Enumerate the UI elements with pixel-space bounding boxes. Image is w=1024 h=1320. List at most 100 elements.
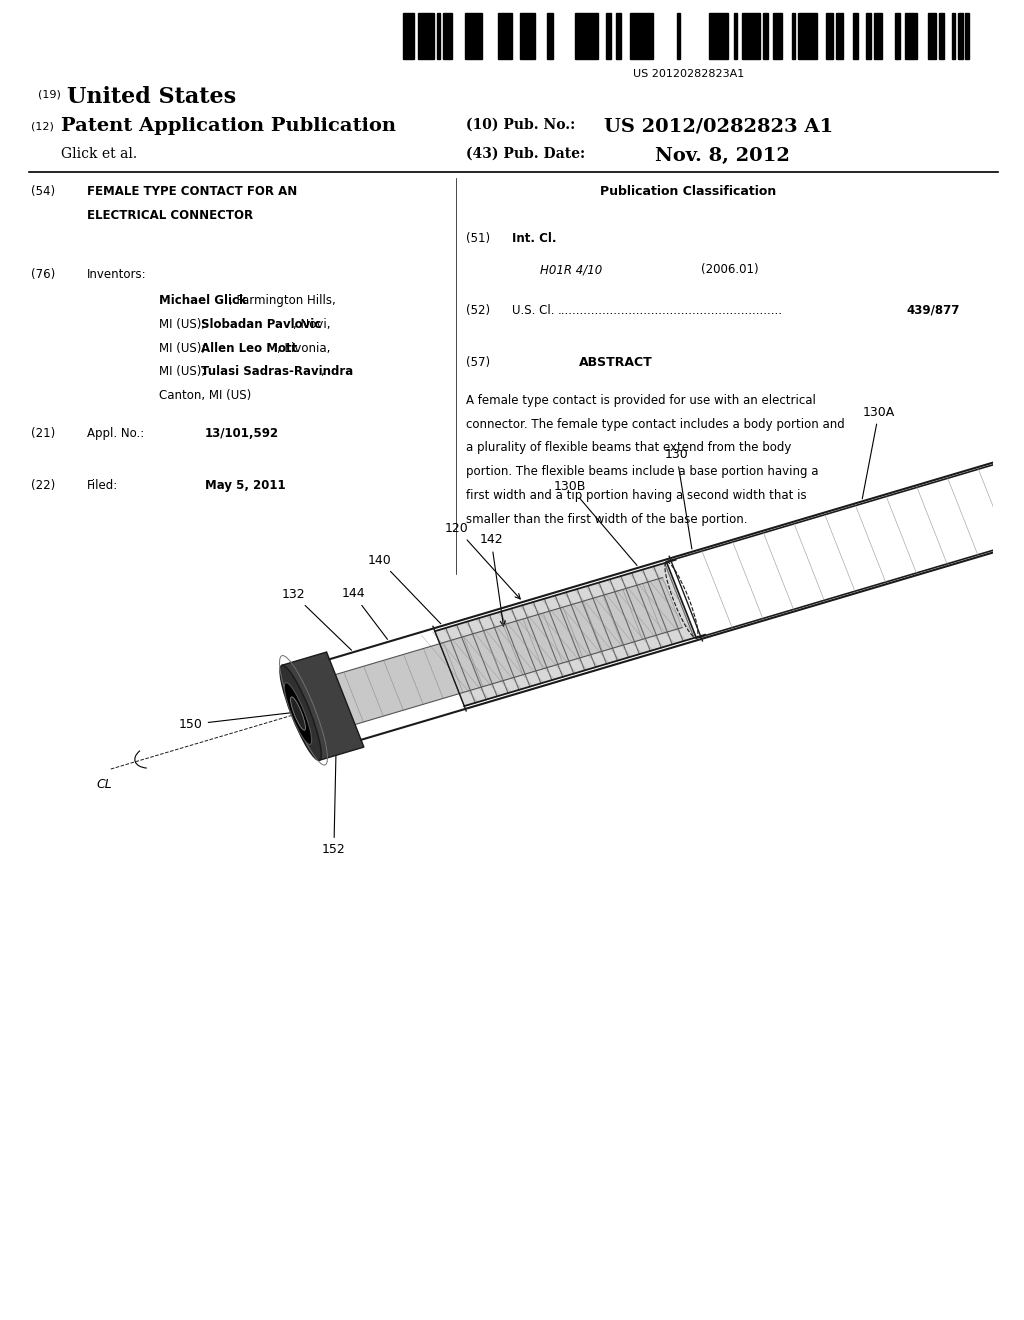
Bar <box>865 13 870 59</box>
Bar <box>635 13 640 59</box>
Text: first width and a tip portion having a second width that is: first width and a tip portion having a s… <box>466 488 807 502</box>
Text: A female type contact is provided for use with an electrical: A female type contact is provided for us… <box>466 393 816 407</box>
Text: 439/877: 439/877 <box>906 304 959 317</box>
Text: , Novi,: , Novi, <box>293 318 331 331</box>
Text: US 20120282823A1: US 20120282823A1 <box>633 69 743 79</box>
Bar <box>443 13 452 59</box>
Text: ,: , <box>321 366 325 379</box>
Bar <box>895 13 900 59</box>
Bar <box>836 13 839 59</box>
Text: portion. The flexible beams include a base portion having a: portion. The flexible beams include a ba… <box>466 465 818 478</box>
Text: (19): (19) <box>38 90 60 100</box>
Bar <box>741 13 746 59</box>
Bar <box>734 13 737 59</box>
Text: H01R 4/10: H01R 4/10 <box>540 263 602 276</box>
Text: 144: 144 <box>341 587 387 639</box>
Bar <box>677 13 680 59</box>
Bar <box>426 13 434 59</box>
Text: Inventors:: Inventors: <box>87 268 146 281</box>
Text: Publication Classification: Publication Classification <box>600 185 776 198</box>
Polygon shape <box>282 652 364 760</box>
Text: 130A: 130A <box>862 405 895 499</box>
Text: FEMALE TYPE CONTACT FOR AN: FEMALE TYPE CONTACT FOR AN <box>87 185 297 198</box>
Text: U.S. Cl.: U.S. Cl. <box>512 304 555 317</box>
Text: Filed:: Filed: <box>87 479 119 492</box>
Bar <box>648 13 653 59</box>
Text: (2006.01): (2006.01) <box>701 263 759 276</box>
Text: United States: United States <box>67 86 236 108</box>
Bar <box>412 13 415 59</box>
Polygon shape <box>435 560 705 706</box>
Bar <box>952 13 954 59</box>
Text: May 5, 2011: May 5, 2011 <box>205 479 286 492</box>
Text: (22): (22) <box>31 479 55 492</box>
Text: 13/101,592: 13/101,592 <box>205 428 279 440</box>
Bar <box>909 13 912 59</box>
Bar <box>912 13 918 59</box>
Bar <box>547 13 550 59</box>
Bar <box>465 13 473 59</box>
Text: ABSTRACT: ABSTRACT <box>579 356 652 368</box>
Text: (21): (21) <box>31 428 55 440</box>
Bar <box>582 13 590 59</box>
Bar <box>574 13 578 59</box>
Bar <box>606 13 611 59</box>
Text: 140: 140 <box>368 553 440 624</box>
Bar <box>746 13 752 59</box>
Bar <box>418 13 426 59</box>
Polygon shape <box>324 578 682 727</box>
Bar <box>578 13 582 59</box>
Text: Allen Leo Mott: Allen Leo Mott <box>201 342 297 355</box>
Text: Patent Application Publication: Patent Application Publication <box>61 117 396 136</box>
Bar <box>712 13 715 59</box>
Text: CL: CL <box>96 779 113 791</box>
Text: a plurality of flexible beams that extend from the body: a plurality of flexible beams that exten… <box>466 441 792 454</box>
Bar <box>853 13 858 59</box>
Bar <box>966 13 969 59</box>
Text: MI (US);: MI (US); <box>159 342 209 355</box>
Bar <box>799 13 801 59</box>
Text: US 2012/0282823 A1: US 2012/0282823 A1 <box>604 117 834 136</box>
Bar <box>618 13 622 59</box>
Bar <box>473 13 481 59</box>
Bar <box>904 13 909 59</box>
Bar <box>590 13 598 59</box>
Text: 130: 130 <box>665 449 692 549</box>
Text: (54): (54) <box>31 185 55 198</box>
Text: 120: 120 <box>445 521 520 599</box>
Text: 152: 152 <box>322 750 346 855</box>
Ellipse shape <box>285 682 311 744</box>
Bar <box>616 13 618 59</box>
Bar <box>957 13 963 59</box>
Ellipse shape <box>994 463 1024 540</box>
Bar <box>825 13 828 59</box>
Text: (57): (57) <box>466 356 490 368</box>
Text: Tulasi Sadras-Ravindra: Tulasi Sadras-Ravindra <box>201 366 353 379</box>
Text: Michael Glick: Michael Glick <box>159 294 247 308</box>
Text: (10) Pub. No.:: (10) Pub. No.: <box>466 117 575 132</box>
Text: ELECTRICAL CONNECTOR: ELECTRICAL CONNECTOR <box>87 209 253 222</box>
Text: (52): (52) <box>466 304 490 317</box>
Text: 150: 150 <box>179 711 304 731</box>
Text: (51): (51) <box>466 232 490 246</box>
Text: 142: 142 <box>479 533 505 626</box>
Bar <box>709 13 712 59</box>
Bar <box>724 13 728 59</box>
Bar <box>939 13 944 59</box>
Ellipse shape <box>280 665 322 760</box>
Bar <box>809 13 817 59</box>
Bar <box>773 13 781 59</box>
Bar <box>801 13 809 59</box>
Bar <box>529 13 535 59</box>
Bar <box>828 13 834 59</box>
Text: connector. The female type contact includes a body portion and: connector. The female type contact inclu… <box>466 417 845 430</box>
Polygon shape <box>667 463 1024 638</box>
Text: , Farmington Hills,: , Farmington Hills, <box>229 294 336 308</box>
Text: Nov. 8, 2012: Nov. 8, 2012 <box>655 147 791 165</box>
Text: MI (US);: MI (US); <box>159 318 209 331</box>
Text: , Livonia,: , Livonia, <box>278 342 331 355</box>
Bar <box>501 13 503 59</box>
Text: Appl. No.:: Appl. No.: <box>87 428 144 440</box>
Bar <box>520 13 525 59</box>
Bar <box>839 13 843 59</box>
